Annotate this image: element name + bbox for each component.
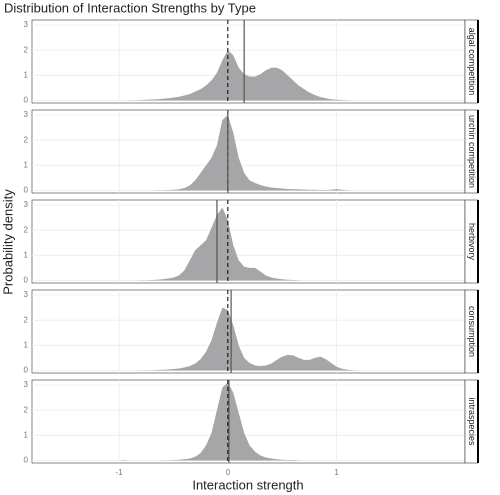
strip-label: herbivory xyxy=(467,223,477,261)
y-tick-label: 2 xyxy=(24,405,29,414)
x-tick-label: -1 xyxy=(115,468,123,477)
density-area xyxy=(119,382,359,461)
y-tick-label: 1 xyxy=(24,340,29,349)
strip-label: intraspecies xyxy=(467,397,477,446)
y-tick-label: 2 xyxy=(24,315,29,324)
y-tick-label: 0 xyxy=(24,96,29,105)
density-area xyxy=(119,307,359,371)
y-tick-label: 0 xyxy=(24,366,29,375)
y-tick-label: 1 xyxy=(24,70,29,79)
y-tick-label: 3 xyxy=(24,20,29,29)
y-tick-label: 3 xyxy=(24,380,29,389)
x-tick-label: 0 xyxy=(226,468,231,477)
density-area xyxy=(119,115,359,191)
y-tick-label: 0 xyxy=(24,276,29,285)
y-tick-label: 1 xyxy=(24,160,29,169)
x-tick-label: 1 xyxy=(334,468,339,477)
y-tick-label: 2 xyxy=(24,135,29,144)
strip-label: algal competition xyxy=(467,28,477,96)
y-tick-label: 1 xyxy=(24,250,29,259)
y-tick-label: 0 xyxy=(24,456,29,465)
strip-label: consumption xyxy=(467,306,477,357)
strip-label: urchin competition xyxy=(467,115,477,188)
x-axis-label: Interaction strength xyxy=(192,477,303,492)
y-tick-label: 2 xyxy=(24,225,29,234)
y-tick-label: 3 xyxy=(24,290,29,299)
y-tick-label: 1 xyxy=(24,430,29,439)
panel-background xyxy=(31,289,466,374)
density-area xyxy=(119,50,359,101)
y-tick-label: 3 xyxy=(24,110,29,119)
y-tick-label: 2 xyxy=(24,45,29,54)
y-axis-label: Probability density xyxy=(0,189,15,295)
chart-title: Distribution of Interaction Strengths by… xyxy=(4,0,256,15)
y-tick-label: 3 xyxy=(24,200,29,209)
density-area xyxy=(119,207,359,281)
y-tick-label: 0 xyxy=(24,186,29,195)
